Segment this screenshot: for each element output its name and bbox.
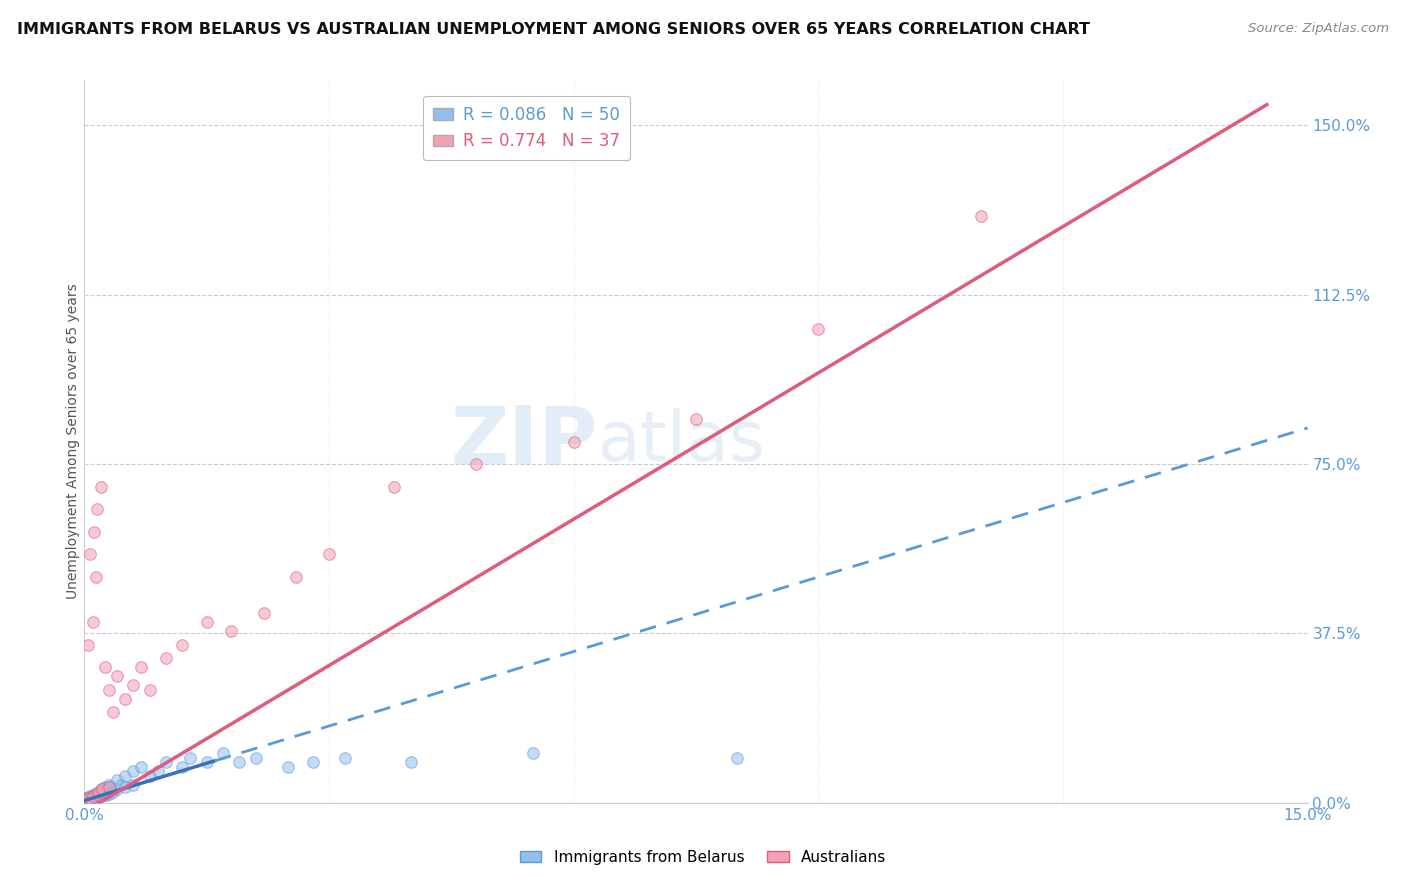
Point bbox=[86, 502, 108, 516]
Point bbox=[90, 789, 112, 803]
Point bbox=[172, 760, 194, 774]
Point bbox=[97, 778, 120, 792]
Point bbox=[77, 792, 100, 806]
Point bbox=[83, 524, 105, 539]
Point bbox=[93, 784, 115, 798]
Point bbox=[301, 755, 323, 769]
Text: IMMIGRANTS FROM BELARUS VS AUSTRALIAN UNEMPLOYMENT AMONG SENIORS OVER 65 YEARS C: IMMIGRANTS FROM BELARUS VS AUSTRALIAN UN… bbox=[17, 22, 1090, 37]
Point bbox=[101, 784, 124, 798]
Point bbox=[94, 788, 117, 802]
Point bbox=[84, 570, 107, 584]
Point bbox=[277, 760, 299, 774]
Point bbox=[90, 782, 112, 797]
Point bbox=[96, 782, 118, 797]
Point bbox=[86, 791, 108, 805]
Point bbox=[105, 669, 128, 683]
Point bbox=[114, 692, 136, 706]
Point bbox=[131, 660, 153, 674]
Point bbox=[253, 606, 276, 620]
Point bbox=[146, 764, 169, 779]
Point bbox=[90, 480, 112, 494]
Point bbox=[195, 615, 218, 630]
Y-axis label: Unemployment Among Seniors over 65 years: Unemployment Among Seniors over 65 years bbox=[66, 284, 80, 599]
Point bbox=[138, 682, 160, 697]
Point bbox=[110, 778, 132, 792]
Point bbox=[122, 678, 145, 692]
Legend: Immigrants from Belarus, Australians: Immigrants from Belarus, Australians bbox=[513, 844, 893, 871]
Text: ZIP: ZIP bbox=[451, 402, 598, 481]
Point bbox=[75, 793, 97, 807]
Point bbox=[79, 548, 101, 562]
Point bbox=[245, 750, 267, 764]
Point bbox=[76, 792, 98, 806]
Point bbox=[77, 638, 100, 652]
Point bbox=[87, 784, 110, 798]
Point bbox=[195, 755, 218, 769]
Point bbox=[122, 778, 145, 792]
Text: Source: ZipAtlas.com: Source: ZipAtlas.com bbox=[1249, 22, 1389, 36]
Point bbox=[86, 786, 108, 800]
Point bbox=[318, 548, 340, 562]
Point bbox=[97, 682, 120, 697]
Point bbox=[93, 660, 115, 674]
Point bbox=[212, 746, 235, 760]
Point bbox=[97, 787, 120, 801]
Point bbox=[76, 792, 98, 806]
Point bbox=[131, 760, 153, 774]
Point bbox=[91, 787, 114, 801]
Point bbox=[522, 746, 544, 760]
Point bbox=[77, 790, 100, 805]
Point bbox=[685, 412, 707, 426]
Point bbox=[725, 750, 748, 764]
Point bbox=[76, 791, 98, 805]
Point bbox=[807, 321, 830, 335]
Point bbox=[84, 789, 107, 803]
Point bbox=[382, 480, 405, 494]
Point bbox=[75, 793, 97, 807]
Point bbox=[970, 209, 993, 223]
Point bbox=[335, 750, 357, 764]
Point bbox=[114, 769, 136, 783]
Point bbox=[82, 615, 104, 630]
Point bbox=[84, 787, 107, 801]
Point bbox=[87, 784, 110, 798]
Point bbox=[105, 773, 128, 788]
Text: atlas: atlas bbox=[598, 408, 766, 475]
Point bbox=[138, 769, 160, 783]
Point bbox=[114, 780, 136, 794]
Point bbox=[219, 624, 242, 639]
Point bbox=[100, 780, 122, 794]
Point bbox=[80, 789, 103, 804]
Point bbox=[101, 706, 124, 720]
Point bbox=[82, 788, 104, 802]
Point bbox=[80, 791, 103, 805]
Point bbox=[93, 780, 115, 794]
Point bbox=[285, 570, 308, 584]
Point bbox=[79, 789, 101, 803]
Point bbox=[562, 434, 585, 449]
Legend: R = 0.086   N = 50, R = 0.774   N = 37: R = 0.086 N = 50, R = 0.774 N = 37 bbox=[423, 95, 630, 161]
Point bbox=[122, 764, 145, 779]
Point bbox=[77, 791, 100, 805]
Point bbox=[172, 638, 194, 652]
Point bbox=[464, 457, 486, 471]
Point bbox=[87, 788, 110, 802]
Point bbox=[179, 750, 201, 764]
Point bbox=[399, 755, 422, 769]
Point bbox=[155, 755, 177, 769]
Point bbox=[80, 792, 103, 806]
Point bbox=[97, 780, 120, 794]
Point bbox=[155, 651, 177, 665]
Point bbox=[228, 755, 250, 769]
Point bbox=[91, 782, 114, 797]
Point bbox=[82, 789, 104, 803]
Point bbox=[86, 787, 108, 801]
Point bbox=[105, 782, 128, 797]
Point bbox=[83, 792, 105, 806]
